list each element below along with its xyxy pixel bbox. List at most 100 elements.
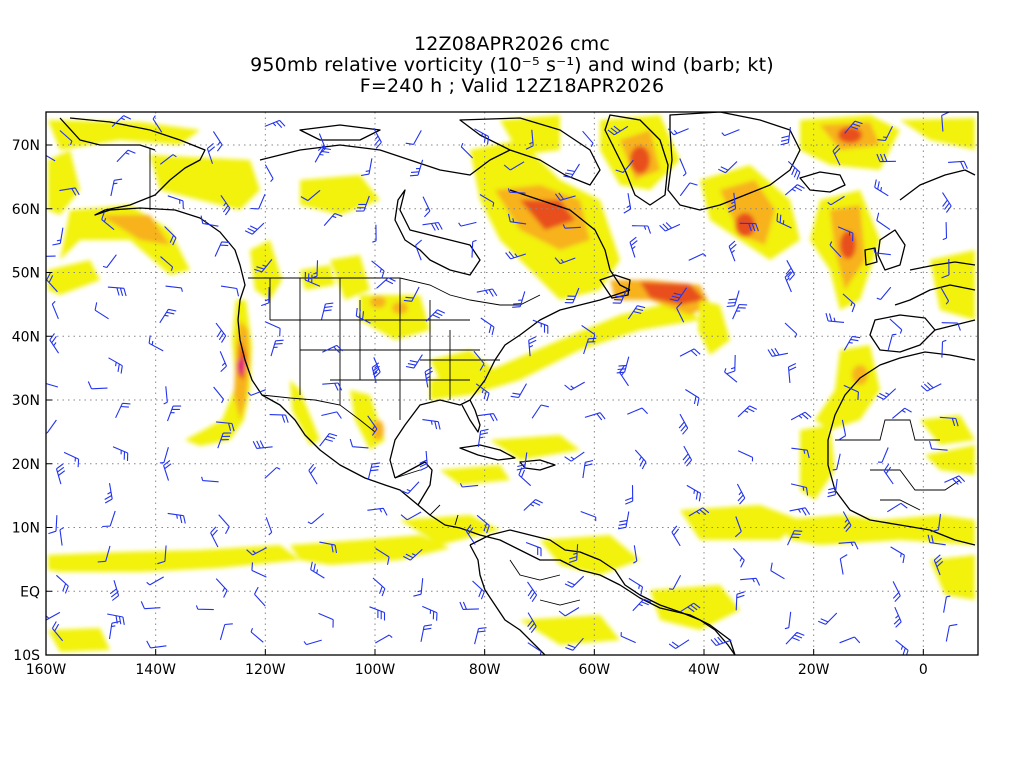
arctic-islands bbox=[299, 124, 381, 141]
wind-barb bbox=[554, 192, 576, 201]
wind-barb bbox=[631, 225, 652, 234]
wind-barb bbox=[563, 163, 580, 179]
wind-barb bbox=[46, 379, 59, 388]
wind-barb bbox=[422, 196, 431, 218]
wind-barb bbox=[476, 514, 490, 534]
wind-barb bbox=[218, 514, 230, 535]
wind-barb bbox=[167, 195, 184, 209]
lon-tick-label: 20W bbox=[798, 662, 830, 678]
wind-barb bbox=[948, 160, 968, 170]
wind-barb bbox=[941, 339, 947, 358]
wind-barb bbox=[787, 363, 797, 383]
wind-barb bbox=[250, 193, 266, 210]
wind-barb bbox=[59, 130, 73, 145]
wind-barb bbox=[261, 286, 270, 307]
wind-barb bbox=[876, 388, 897, 400]
coastlines bbox=[59, 112, 976, 655]
wind-barb bbox=[616, 356, 630, 374]
wind-barb bbox=[159, 154, 177, 165]
wind-barb bbox=[827, 195, 845, 206]
wind-barb bbox=[876, 153, 896, 163]
wind-barb bbox=[685, 389, 700, 407]
wind-barb bbox=[941, 322, 961, 331]
labrador bbox=[509, 189, 631, 291]
wind-barb bbox=[409, 159, 424, 177]
hudson-bay bbox=[394, 189, 481, 276]
wind-barb bbox=[59, 187, 80, 196]
south-america bbox=[469, 529, 736, 655]
wind-barb bbox=[459, 601, 479, 610]
wind-barb bbox=[420, 624, 433, 642]
wind-barb bbox=[523, 499, 543, 511]
wind-barb bbox=[669, 287, 688, 302]
alaska-north bbox=[59, 117, 156, 151]
wind-barb bbox=[721, 129, 740, 137]
wind-barb bbox=[46, 419, 57, 434]
wind-barb bbox=[939, 416, 959, 427]
wind-barb bbox=[943, 595, 951, 613]
wind-barb bbox=[564, 381, 585, 391]
mediterranean-north bbox=[934, 319, 976, 331]
cuba bbox=[459, 444, 516, 461]
wind-barb bbox=[87, 381, 108, 390]
wind-barb bbox=[163, 459, 172, 481]
wind-barb bbox=[94, 302, 109, 320]
wind-barb bbox=[892, 407, 912, 419]
wind-barb bbox=[247, 389, 266, 396]
newfoundland bbox=[599, 274, 631, 299]
wind-barb bbox=[102, 254, 117, 269]
wind-barb bbox=[201, 476, 219, 483]
wind-barb bbox=[405, 354, 423, 369]
wind-barb bbox=[669, 574, 682, 590]
wind-barb bbox=[219, 351, 228, 372]
scandinavia bbox=[899, 169, 976, 201]
south-america-borders bbox=[509, 559, 581, 606]
wind-barb bbox=[349, 438, 369, 449]
wind-barb bbox=[564, 451, 585, 462]
wind-barb bbox=[465, 524, 476, 545]
wind-barb bbox=[473, 350, 485, 371]
wind-barb bbox=[46, 154, 56, 162]
wind-barb bbox=[724, 368, 738, 383]
wind-barb bbox=[582, 130, 594, 148]
wind-barb bbox=[527, 581, 538, 603]
wind-barb bbox=[361, 158, 373, 177]
wind-barb bbox=[580, 510, 597, 522]
wind-barb bbox=[264, 119, 286, 128]
greenland bbox=[604, 112, 801, 211]
wind-barb bbox=[825, 313, 845, 323]
wind-barb bbox=[667, 128, 689, 136]
wind-barb bbox=[56, 574, 69, 594]
arctic-canada bbox=[259, 144, 511, 176]
wind-barb bbox=[104, 483, 113, 504]
wind-barb bbox=[264, 467, 281, 479]
wind-barb bbox=[787, 160, 801, 180]
wind-barb bbox=[686, 484, 702, 502]
wind-barb bbox=[152, 115, 163, 133]
wind-barb bbox=[479, 194, 495, 207]
wind-barb bbox=[51, 300, 59, 320]
vorticity-shading bbox=[48, 115, 975, 652]
lat-tick-label: 40N bbox=[12, 329, 40, 345]
wind-barb bbox=[628, 577, 644, 595]
wind-barb bbox=[111, 115, 132, 127]
africa bbox=[827, 351, 976, 546]
wind-barb bbox=[309, 260, 319, 280]
wind-barb bbox=[422, 221, 443, 231]
wind-barb bbox=[688, 253, 707, 261]
wind-barb bbox=[505, 251, 526, 260]
wind-barb bbox=[252, 440, 273, 449]
wind-barb bbox=[371, 260, 385, 279]
lat-tick-label: EQ bbox=[20, 584, 40, 600]
wind-barb bbox=[372, 357, 381, 379]
wind-barb bbox=[159, 308, 177, 324]
wind-barb bbox=[727, 192, 737, 213]
wind-barb bbox=[525, 541, 542, 557]
iceland bbox=[799, 171, 846, 193]
lat-tick-label: 60N bbox=[12, 202, 40, 218]
us-mexico-border bbox=[261, 394, 376, 433]
us-canada-border bbox=[248, 277, 541, 306]
wind-barb bbox=[140, 601, 161, 610]
wind-barb bbox=[941, 258, 950, 279]
british-isles bbox=[864, 229, 906, 271]
